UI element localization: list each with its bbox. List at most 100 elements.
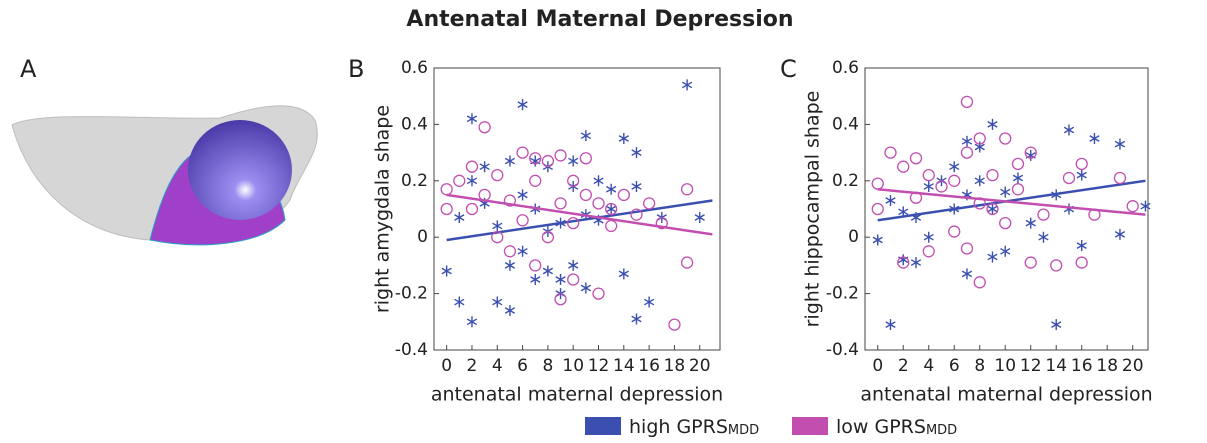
point xyxy=(605,219,618,233)
legend-subscript: MDD xyxy=(926,423,957,438)
x-tick-label: 6 xyxy=(949,356,960,376)
point xyxy=(694,211,705,223)
legend-name: low GPRS xyxy=(836,416,926,438)
point xyxy=(530,274,541,285)
x-tick-label: 10 xyxy=(562,356,584,376)
point xyxy=(504,305,516,317)
point xyxy=(922,245,935,258)
y-tick-label: -0.4 xyxy=(826,340,859,360)
point xyxy=(974,141,985,153)
legend-subscript: MDD xyxy=(728,423,759,438)
point xyxy=(492,296,503,308)
point xyxy=(1076,169,1087,181)
legend-name: high GPRS xyxy=(629,416,728,438)
point xyxy=(617,188,630,202)
point xyxy=(1063,124,1075,136)
point xyxy=(973,276,986,289)
point xyxy=(909,152,923,165)
point xyxy=(680,256,694,269)
point xyxy=(681,79,693,91)
x-tick-label: 2 xyxy=(898,356,909,376)
point xyxy=(655,216,668,230)
point xyxy=(1025,149,1036,161)
panel-label: B xyxy=(348,55,364,83)
y-tick-label: 0.6 xyxy=(832,58,859,78)
x-tick-label: 0 xyxy=(441,356,452,376)
y-tick-label: 0.2 xyxy=(832,171,859,191)
point xyxy=(1075,256,1088,269)
point xyxy=(1011,183,1025,196)
point xyxy=(567,174,580,187)
x-axis-label: antenatal maternal depression xyxy=(431,384,723,406)
x-tick-label: 6 xyxy=(517,356,528,376)
point xyxy=(529,174,542,187)
y-tick-label: 0.4 xyxy=(401,114,428,134)
point xyxy=(1000,245,1011,257)
point xyxy=(1037,208,1050,221)
point xyxy=(618,268,629,280)
point xyxy=(1076,240,1087,252)
point xyxy=(949,161,960,173)
point xyxy=(680,183,694,196)
point xyxy=(948,225,961,238)
point xyxy=(592,287,605,300)
legend-label: high GPRSMDD xyxy=(629,416,759,438)
point xyxy=(631,147,642,159)
point xyxy=(530,155,541,167)
x-tick-label: 20 xyxy=(1122,356,1144,376)
point xyxy=(504,155,516,167)
panel-label: A xyxy=(20,55,37,83)
point xyxy=(478,121,491,134)
point xyxy=(668,318,681,331)
point xyxy=(516,146,529,159)
point xyxy=(974,175,985,187)
point xyxy=(922,169,935,182)
point xyxy=(503,245,517,258)
point xyxy=(454,296,465,308)
panel-label: C xyxy=(780,55,797,83)
point xyxy=(871,177,884,190)
point xyxy=(1126,200,1139,213)
point xyxy=(580,282,591,294)
x-tick-label: 12 xyxy=(588,356,610,376)
point xyxy=(567,216,580,230)
point xyxy=(1000,186,1011,198)
y-axis-label: right amygdala shape xyxy=(372,105,394,313)
point xyxy=(541,231,555,244)
y-axis-label: right hippocampal shape xyxy=(802,91,824,328)
point xyxy=(1062,171,1076,185)
y-tick-label: -0.2 xyxy=(826,284,859,304)
fit-line xyxy=(877,188,1146,216)
point xyxy=(441,265,452,277)
point xyxy=(631,180,642,192)
point xyxy=(579,152,593,165)
y-tick-label: -0.4 xyxy=(395,340,428,360)
x-tick-label: 4 xyxy=(492,356,503,376)
point xyxy=(618,133,629,144)
brain-rendering xyxy=(11,105,318,246)
x-tick-label: 2 xyxy=(467,356,478,376)
point xyxy=(542,265,554,277)
point xyxy=(568,155,579,167)
point xyxy=(517,99,528,111)
point xyxy=(606,203,617,215)
point xyxy=(592,197,605,210)
point xyxy=(1024,256,1037,269)
point xyxy=(492,220,503,232)
legend-swatch xyxy=(792,417,828,435)
point xyxy=(554,149,567,162)
x-tick-label: 18 xyxy=(1096,356,1118,376)
point xyxy=(644,296,655,308)
x-tick-label: 8 xyxy=(974,356,985,376)
plot-frame xyxy=(433,67,721,351)
point xyxy=(960,146,974,159)
point xyxy=(999,216,1012,230)
point xyxy=(479,161,490,173)
point xyxy=(1051,319,1062,331)
point xyxy=(999,132,1012,145)
point xyxy=(630,208,643,221)
point xyxy=(1114,228,1126,240)
point xyxy=(1113,171,1127,185)
plot-frame xyxy=(864,67,1149,351)
fit-line xyxy=(446,193,713,236)
